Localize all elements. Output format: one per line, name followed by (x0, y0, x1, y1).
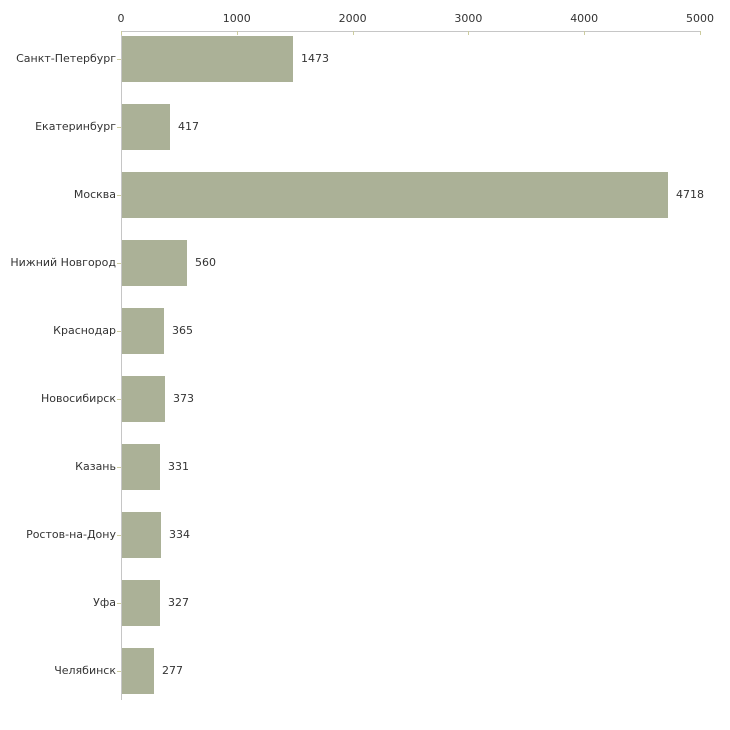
x-axis-tick-label: 3000 (454, 12, 483, 25)
category-label: Ростов-на-Дону (26, 528, 116, 541)
category-label: Нижний Новгород (10, 256, 116, 269)
category-label: Краснодар (53, 324, 116, 337)
bar-value-label: 4718 (676, 188, 704, 201)
bar-value-label: 327 (168, 596, 189, 609)
bar (122, 580, 160, 626)
x-axis-tick (236, 31, 238, 35)
category-label: Уфа (93, 596, 116, 609)
plot-area: 0 1000 2000 3000 4000 5000 1473 417 4718 560 365 37… (118, 12, 714, 700)
x-axis-tick (468, 31, 470, 35)
category-label: Челябинск (54, 664, 116, 677)
bar (122, 172, 668, 218)
bar-value-label: 365 (172, 324, 193, 337)
x-axis-tick (584, 31, 586, 35)
category-axis-tick (117, 467, 121, 468)
category-label: Казань (75, 460, 116, 473)
bar (122, 376, 165, 422)
category-axis-tick (117, 535, 121, 536)
x-axis-tick-label: 5000 (686, 12, 714, 25)
bar (122, 104, 170, 150)
bar (122, 444, 160, 490)
x-axis-tick-label: 2000 (338, 12, 367, 25)
category-axis-tick (117, 603, 121, 604)
x-axis-tick-label: 1000 (222, 12, 251, 25)
category-label: Москва (73, 188, 116, 201)
category-axis-tick (117, 195, 121, 196)
x-axis-tick-label: 4000 (570, 12, 599, 25)
x-axis-tick-label: 0 (117, 12, 125, 25)
category-axis-tick (117, 263, 121, 264)
bar-value-label: 334 (169, 528, 190, 541)
y-axis-line (121, 31, 122, 700)
category-label: Екатеринбург (35, 120, 116, 133)
bar-value-label: 417 (178, 120, 199, 133)
bar-value-label: 277 (162, 664, 183, 677)
bar (122, 648, 154, 694)
bar-value-label: 373 (173, 392, 194, 405)
bar (122, 512, 161, 558)
bar-value-label: 1473 (301, 52, 329, 65)
bar-value-label: 331 (168, 460, 189, 473)
bar (122, 36, 293, 82)
category-label: Новосибирск (40, 392, 116, 405)
x-axis-line (121, 31, 701, 32)
bar (122, 240, 187, 286)
x-axis-tick (352, 31, 354, 35)
category-label: Санкт-Петербург (16, 52, 116, 65)
category-axis-tick (117, 331, 121, 332)
category-axis-tick (117, 399, 121, 400)
x-axis-tick (700, 31, 701, 35)
bar-value-label: 560 (195, 256, 216, 269)
category-axis-tick (117, 671, 121, 672)
bar (122, 308, 164, 354)
category-axis-tick (117, 127, 121, 128)
category-axis-tick (117, 59, 121, 60)
x-axis-tick (121, 31, 122, 35)
